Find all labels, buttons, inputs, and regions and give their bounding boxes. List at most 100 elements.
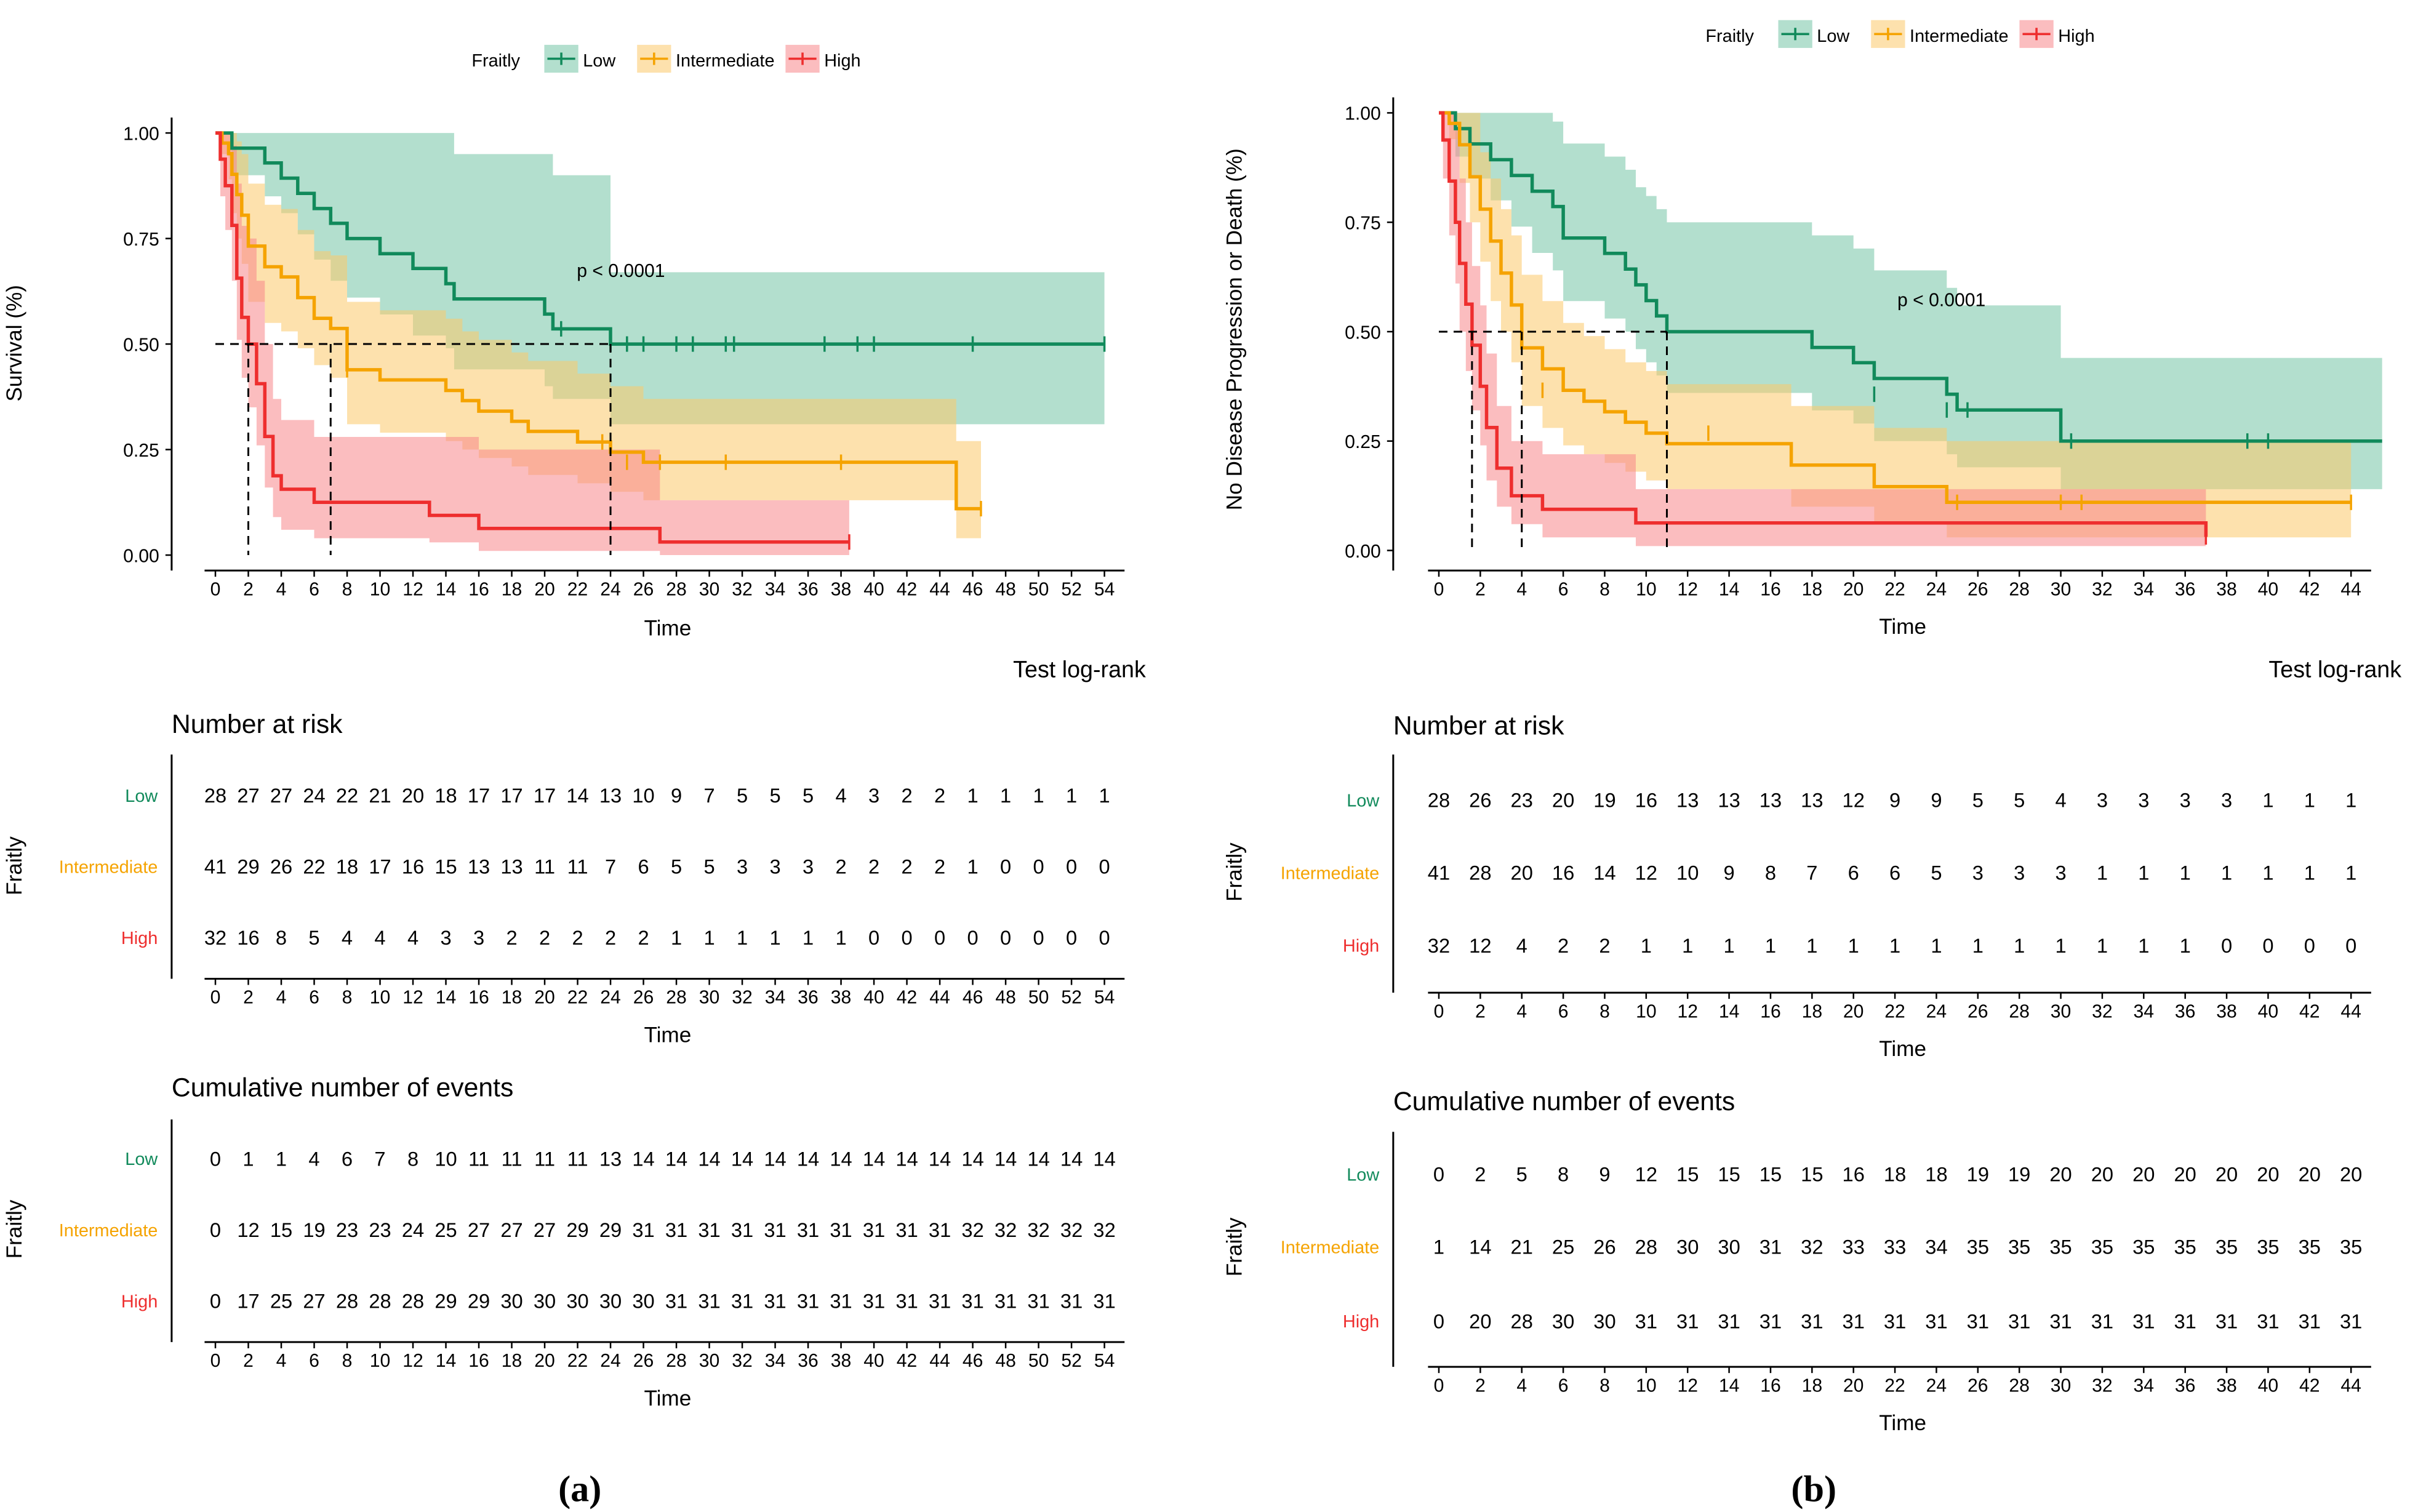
table-row-label-low: Low xyxy=(1347,1165,1379,1185)
table-cell: 21 xyxy=(369,784,391,807)
table-cell: 1 xyxy=(2055,934,2066,957)
legend: Fraitly Low Intermediate High xyxy=(471,44,861,73)
table-cell: 12 xyxy=(1635,862,1657,884)
legend-label-low: Low xyxy=(1817,26,1849,46)
y-tick-label: 0.25 xyxy=(123,441,159,461)
table-cell: 14 xyxy=(961,1148,983,1170)
table-cell: 11 xyxy=(534,855,555,878)
y-tick-label: 0.75 xyxy=(123,230,159,250)
table-y-title: Fraitly xyxy=(1223,1217,1247,1276)
table-x-tick-label: 30 xyxy=(699,1351,720,1371)
table-x-tick-label: 52 xyxy=(1061,988,1082,1008)
table-cell: 31 xyxy=(929,1290,951,1313)
table-cell: 31 xyxy=(961,1290,983,1313)
km-x-tick-label: 26 xyxy=(1968,579,1988,599)
table-x-tick-label: 4 xyxy=(1516,1001,1527,1022)
table-cell: 6 xyxy=(638,855,649,878)
table-cell: 6 xyxy=(342,1148,353,1170)
table-title: Number at risk xyxy=(1393,711,1564,740)
table-x-tick-label: 32 xyxy=(732,1351,753,1371)
table-cell: 15 xyxy=(1759,1163,1782,1186)
table-cell: 5 xyxy=(703,855,715,878)
table-cell: 31 xyxy=(929,1218,951,1241)
table-cell: 30 xyxy=(1552,1310,1574,1332)
table-x-tick-label: 38 xyxy=(831,1351,852,1371)
table-cell: 33 xyxy=(1884,1236,1906,1258)
table-cell: 5 xyxy=(769,784,780,807)
panel-label-a: (a) xyxy=(558,1469,601,1510)
table-x-tick-label: 26 xyxy=(633,988,654,1008)
table-cell: 13 xyxy=(500,855,522,878)
table-x-tick-label: 12 xyxy=(1677,1001,1698,1022)
table-cell: 16 xyxy=(1843,1163,1865,1186)
survival-curve-high xyxy=(215,131,849,544)
table-row-label-intermediate: Intermediate xyxy=(59,857,158,877)
table-cell: 2 xyxy=(1558,934,1569,957)
table-x-tick-label: 48 xyxy=(995,988,1016,1008)
table-cell: 30 xyxy=(599,1290,622,1313)
table-cell: 14 xyxy=(665,1148,687,1170)
table-cell: 20 xyxy=(2049,1163,2072,1186)
y-tick-label: 1.00 xyxy=(123,124,159,144)
table-cell: 1 xyxy=(2014,934,2025,957)
table-cell: 35 xyxy=(2008,1236,2030,1258)
table-x-tick-label: 12 xyxy=(1677,1375,1698,1396)
table-x-tick-label: 34 xyxy=(765,1351,786,1371)
table-x-tick-label: 24 xyxy=(1926,1375,1947,1396)
table-cell: 1 xyxy=(276,1148,287,1170)
table-cell: 35 xyxy=(2216,1236,2238,1258)
table-cell: 0 xyxy=(210,1218,221,1241)
table-x-tick-label: 22 xyxy=(1884,1375,1905,1396)
table-cell: 1 xyxy=(1682,934,1693,957)
table-x-tick-label: 46 xyxy=(963,988,983,1008)
km-x-tick-label: 24 xyxy=(1926,579,1947,599)
table-cell: 4 xyxy=(835,784,846,807)
table-cell: 31 xyxy=(1718,1310,1740,1332)
table-x-tick-label: 20 xyxy=(534,1351,555,1371)
km-x-axis-title: Time xyxy=(1879,615,1926,639)
table-x-tick-label: 48 xyxy=(995,1351,1016,1371)
table-cell: 5 xyxy=(737,784,748,807)
table-x-tick-label: 52 xyxy=(1061,1351,1082,1371)
ci-band-intermediate xyxy=(1439,113,2352,538)
table-cell: 1 xyxy=(1641,934,1652,957)
table-cell: 32 xyxy=(1060,1218,1083,1241)
table-cell: 31 xyxy=(2008,1310,2030,1332)
table-cell: 29 xyxy=(566,1218,588,1241)
table-cell: 20 xyxy=(2299,1163,2321,1186)
km-x-tick-label: 36 xyxy=(798,579,819,599)
table-x-tick-label: 0 xyxy=(1434,1375,1444,1396)
table-cell: 32 xyxy=(204,926,226,949)
table-cell: 0 xyxy=(1066,855,1077,878)
table-x-tick-label: 54 xyxy=(1094,988,1115,1008)
table-x-tick-label: 34 xyxy=(2134,1001,2155,1022)
table-cell: 2 xyxy=(868,855,879,878)
table-cell: 16 xyxy=(1552,862,1574,884)
table-cell: 20 xyxy=(2091,1163,2113,1186)
km-x-tick-label: 30 xyxy=(2051,579,2072,599)
ci-band-low xyxy=(215,133,1105,425)
ci-band-high xyxy=(1439,113,2206,551)
table-title: Cumulative number of events xyxy=(172,1073,513,1102)
table-x-tick-label: 8 xyxy=(1599,1375,1610,1396)
km-x-axis-title: Time xyxy=(644,617,691,641)
table-cell: 7 xyxy=(605,855,616,878)
table-cell: 0 xyxy=(1000,926,1011,949)
table-x-tick-label: 28 xyxy=(2009,1001,2030,1022)
table-cell: 28 xyxy=(1428,789,1450,812)
table-cell: 1 xyxy=(803,926,814,949)
legend-label-intermediate: Intermediate xyxy=(676,51,775,71)
km-x-tick-label: 44 xyxy=(2340,579,2361,599)
table-cell: 31 xyxy=(1843,1310,1865,1332)
km-x-tick-label: 26 xyxy=(633,579,654,599)
table-x-tick-label: 38 xyxy=(2216,1001,2237,1022)
table-cell: 27 xyxy=(500,1218,522,1241)
table-cell: 1 xyxy=(737,926,748,949)
km-x-tick-label: 52 xyxy=(1061,579,1082,599)
table-x-tick-label: 36 xyxy=(2175,1375,2196,1396)
table-cell: 31 xyxy=(2049,1310,2072,1332)
table-cell: 31 xyxy=(1801,1310,1823,1332)
table-cell: 16 xyxy=(237,926,259,949)
table-x-tick-label: 10 xyxy=(1636,1375,1657,1396)
